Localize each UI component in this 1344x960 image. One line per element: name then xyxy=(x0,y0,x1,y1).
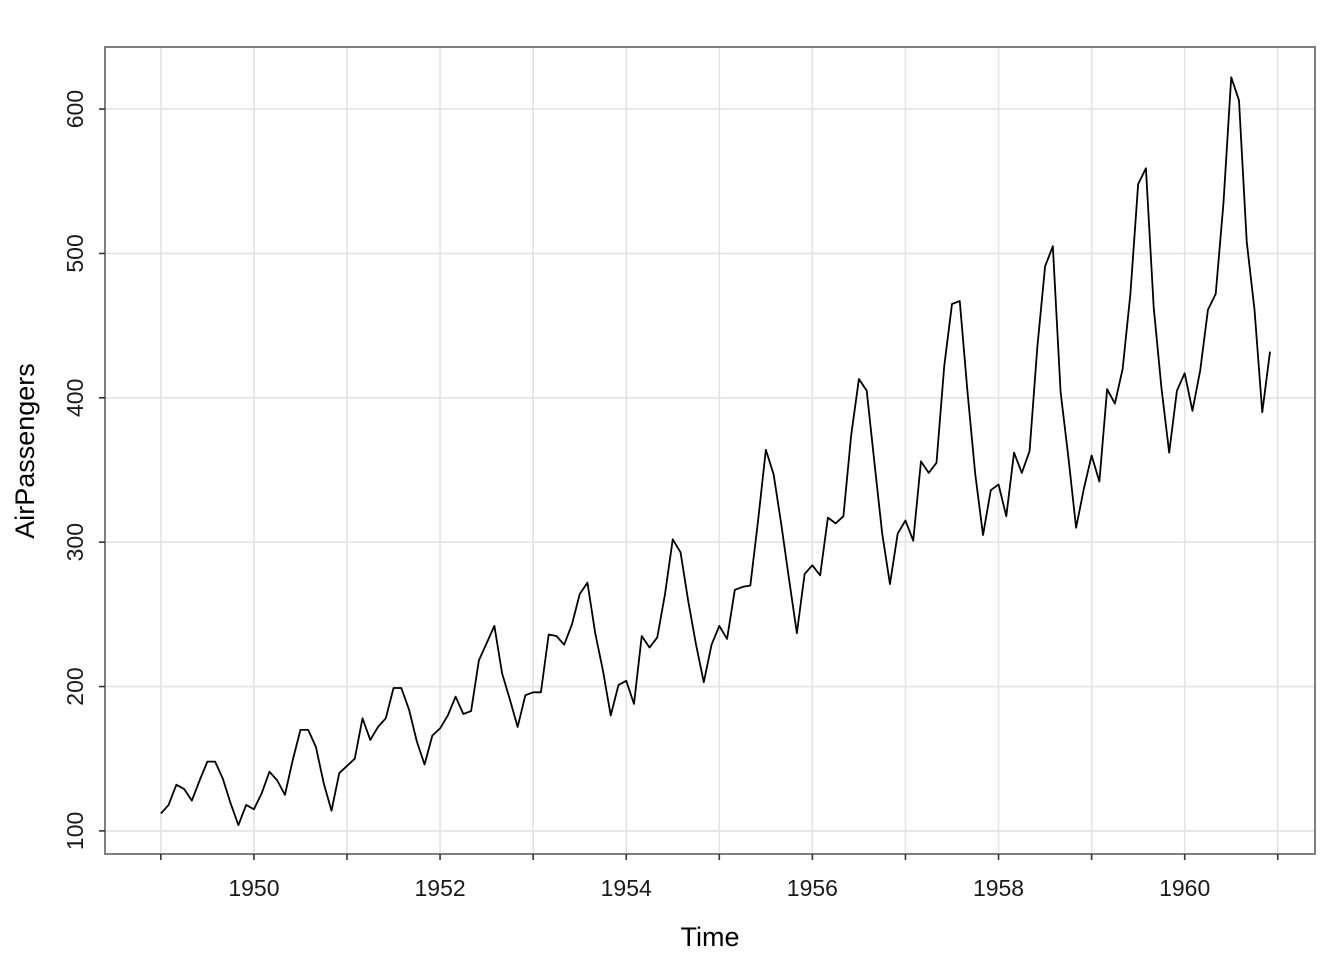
x-axis: 1950 1952 1954 1956 1958 1960 xyxy=(160,854,1279,901)
x-axis-title: Time xyxy=(681,922,740,952)
y-tick-label: 500 xyxy=(62,234,88,272)
y-tick-label: 300 xyxy=(62,523,88,561)
x-tick-label: 1954 xyxy=(601,875,652,901)
grid xyxy=(105,47,1315,854)
y-axis-title: AirPassengers xyxy=(10,363,40,539)
y-tick-label: 400 xyxy=(62,379,88,417)
y-tick-label: 100 xyxy=(62,812,88,850)
x-tick-label: 1956 xyxy=(787,875,838,901)
y-tick-label: 600 xyxy=(62,90,88,128)
x-tick-label: 1952 xyxy=(414,875,465,901)
panel-background xyxy=(105,47,1315,854)
series-line xyxy=(160,76,1271,827)
panel-border xyxy=(104,46,1316,855)
x-tick-label: 1958 xyxy=(973,875,1024,901)
y-tick-label: 200 xyxy=(62,667,88,705)
series-group xyxy=(160,76,1271,827)
y-axis: 100 200 300 400 500 600 xyxy=(62,90,105,850)
x-tick-label: 1960 xyxy=(1159,875,1210,901)
x-tick-label: 1950 xyxy=(228,875,279,901)
